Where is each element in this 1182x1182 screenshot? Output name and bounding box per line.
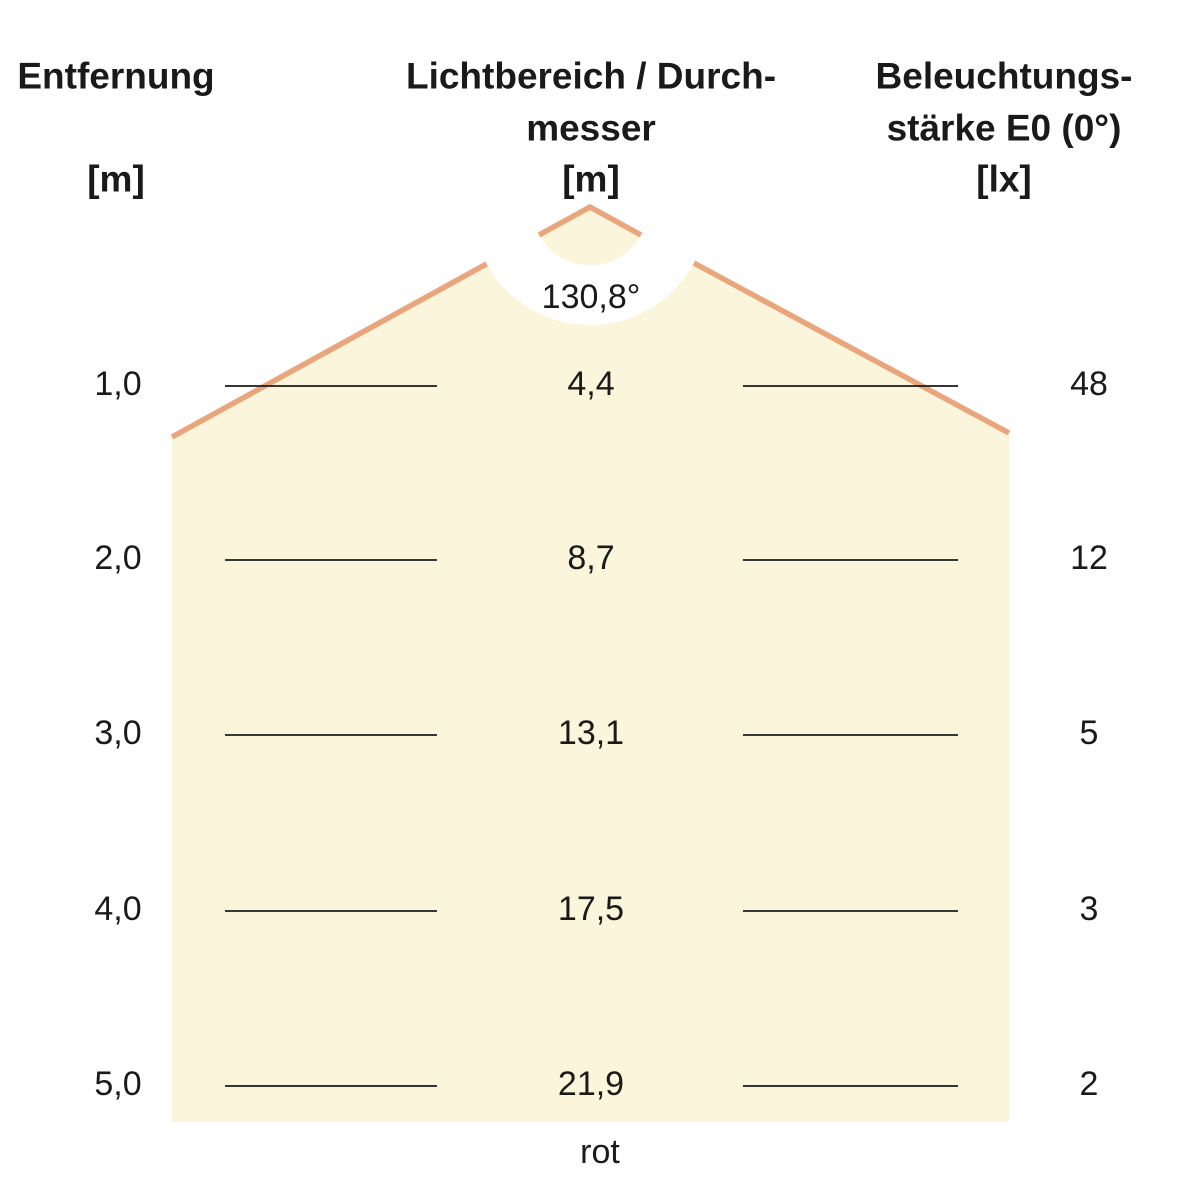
illuminance-value-row2: 12 bbox=[1070, 539, 1108, 577]
header-illuminance-title-2: stärke E0 (0°) bbox=[886, 107, 1122, 149]
illuminance-value-row1: 48 bbox=[1070, 365, 1108, 403]
diameter-value-row3: 13,1 bbox=[557, 714, 625, 752]
beam-color-label: rot bbox=[580, 1133, 620, 1171]
header-illuminance-title-1: Beleuchtungs- bbox=[875, 55, 1133, 97]
diameter-value-row2: 8,7 bbox=[567, 539, 615, 577]
diameter-value-row1: 4,4 bbox=[567, 365, 615, 403]
header-diameter-title-2: messer bbox=[526, 107, 656, 149]
illuminance-value-row5: 2 bbox=[1079, 1065, 1099, 1103]
header-distance-unit: [m] bbox=[87, 158, 145, 200]
distance-value-row5: 5,0 bbox=[94, 1065, 142, 1103]
header-diameter-title-1: Lichtbereich / Durch- bbox=[405, 55, 777, 97]
header-distance-title: Entfernung bbox=[17, 55, 215, 97]
header-illuminance-unit: [lx] bbox=[976, 158, 1032, 200]
illuminance-value-row3: 5 bbox=[1079, 714, 1099, 752]
distance-value-row2: 2,0 bbox=[94, 539, 142, 577]
distance-value-row1: 1,0 bbox=[94, 365, 142, 403]
diameter-value-row5: 21,9 bbox=[557, 1065, 625, 1103]
diameter-value-row4: 17,5 bbox=[557, 890, 625, 928]
light-cone-body bbox=[172, 207, 1009, 1122]
beam-angle-label: 130,8° bbox=[541, 278, 641, 316]
distance-value-row4: 4,0 bbox=[94, 890, 142, 928]
illuminance-value-row4: 3 bbox=[1079, 890, 1099, 928]
header-diameter-unit: [m] bbox=[562, 158, 620, 200]
distance-value-row3: 3,0 bbox=[94, 714, 142, 752]
beam-apex-edge bbox=[537, 203, 643, 238]
